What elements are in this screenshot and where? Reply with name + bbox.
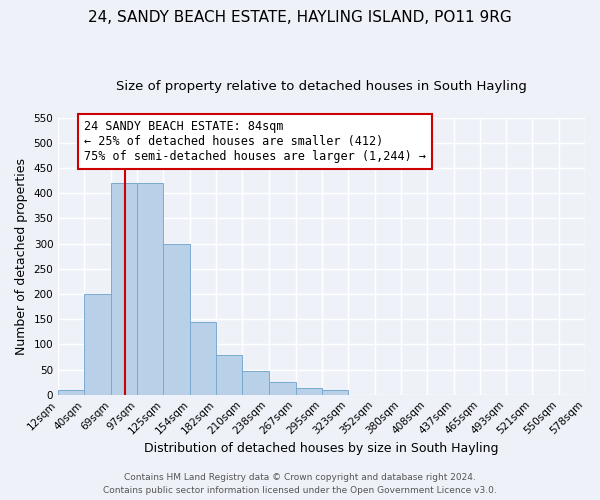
- Bar: [322, 390, 347, 394]
- Bar: [84, 294, 111, 394]
- Bar: [58, 390, 84, 394]
- Bar: [137, 183, 163, 394]
- Bar: [242, 370, 269, 394]
- Bar: [296, 388, 322, 394]
- Text: 24 SANDY BEACH ESTATE: 84sqm
← 25% of detached houses are smaller (412)
75% of s: 24 SANDY BEACH ESTATE: 84sqm ← 25% of de…: [84, 120, 426, 164]
- Y-axis label: Number of detached properties: Number of detached properties: [15, 158, 28, 355]
- Bar: [269, 382, 296, 394]
- Bar: [217, 356, 242, 395]
- Bar: [111, 183, 137, 394]
- Text: Contains HM Land Registry data © Crown copyright and database right 2024.
Contai: Contains HM Land Registry data © Crown c…: [103, 474, 497, 495]
- Bar: [190, 322, 217, 394]
- Title: Size of property relative to detached houses in South Hayling: Size of property relative to detached ho…: [116, 80, 527, 93]
- X-axis label: Distribution of detached houses by size in South Hayling: Distribution of detached houses by size …: [145, 442, 499, 455]
- Text: 24, SANDY BEACH ESTATE, HAYLING ISLAND, PO11 9RG: 24, SANDY BEACH ESTATE, HAYLING ISLAND, …: [88, 10, 512, 25]
- Bar: [163, 244, 190, 394]
- Bar: [585, 392, 600, 394]
